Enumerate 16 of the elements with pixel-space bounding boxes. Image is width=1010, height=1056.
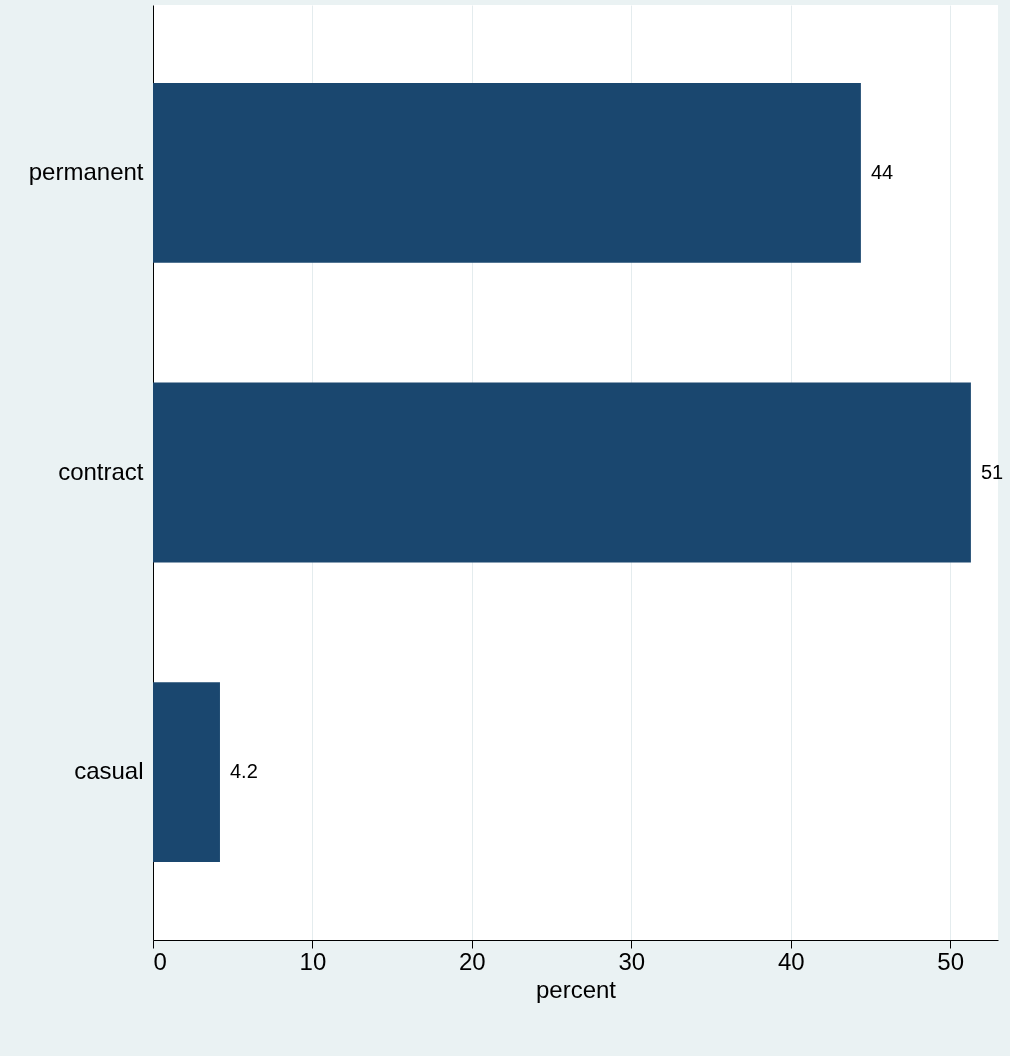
x-tick-label: 30 bbox=[618, 947, 646, 975]
x-tick-label: 10 bbox=[299, 947, 327, 975]
bar bbox=[153, 682, 220, 863]
x-tick-label: 20 bbox=[459, 947, 486, 975]
y-tick-label: permanent bbox=[28, 157, 144, 185]
data-label: 4.2 bbox=[229, 760, 258, 783]
y-tick-label: casual bbox=[74, 757, 144, 785]
bar bbox=[153, 382, 971, 563]
x-tick-label: 50 bbox=[937, 947, 965, 975]
bar bbox=[153, 82, 861, 263]
x-tick-label: 40 bbox=[777, 947, 805, 975]
data-label: 44 bbox=[870, 160, 894, 183]
y-tick-label: contract bbox=[58, 457, 144, 485]
x-tick-label: 0 bbox=[153, 947, 167, 975]
x-axis-title: percent bbox=[535, 975, 617, 1003]
data-label: 51 bbox=[980, 460, 1004, 483]
